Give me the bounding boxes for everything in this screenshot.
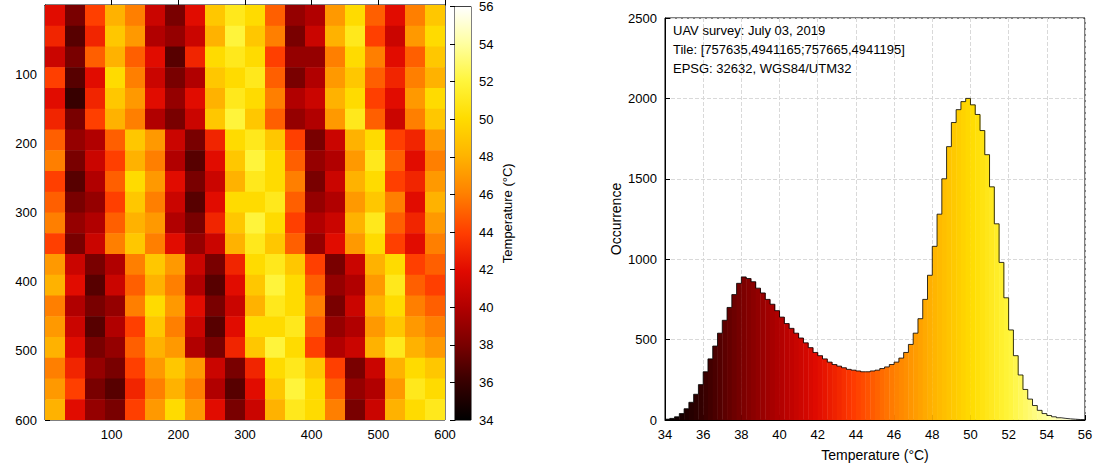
svg-text:500: 500 (15, 343, 37, 358)
svg-text:400: 400 (15, 274, 37, 289)
svg-text:44: 44 (849, 427, 863, 442)
svg-text:600: 600 (15, 413, 37, 428)
svg-text:600: 600 (434, 427, 456, 442)
svg-text:100: 100 (15, 67, 37, 82)
svg-text:300: 300 (234, 427, 256, 442)
svg-text:48: 48 (479, 149, 493, 164)
svg-text:46: 46 (887, 427, 901, 442)
svg-text:0: 0 (650, 413, 657, 428)
svg-text:40: 40 (479, 300, 493, 315)
svg-text:Occurrence: Occurrence (608, 183, 624, 256)
svg-text:42: 42 (810, 427, 824, 442)
svg-text:38: 38 (734, 427, 748, 442)
svg-text:200: 200 (167, 427, 189, 442)
svg-text:Temperature (°C): Temperature (°C) (821, 447, 929, 463)
svg-text:48: 48 (925, 427, 939, 442)
svg-text:44: 44 (479, 225, 493, 240)
svg-text:EPSG: 32632, WGS84/UTM32: EPSG: 32632, WGS84/UTM32 (673, 61, 851, 76)
svg-text:34: 34 (658, 427, 672, 442)
svg-text:50: 50 (963, 427, 977, 442)
svg-text:56: 56 (479, 0, 493, 14)
svg-text:400: 400 (301, 427, 323, 442)
svg-text:1000: 1000 (628, 252, 657, 267)
svg-text:54: 54 (479, 37, 493, 52)
svg-text:1500: 1500 (628, 171, 657, 186)
svg-text:2000: 2000 (628, 91, 657, 106)
svg-text:100: 100 (101, 427, 123, 442)
svg-text:Tile: [757635,4941165;757665,4: Tile: [757635,4941165;757665,4941195] (673, 42, 905, 57)
svg-text:40: 40 (772, 427, 786, 442)
svg-text:300: 300 (15, 205, 37, 220)
svg-text:36: 36 (479, 375, 493, 390)
svg-text:Temperature (°C): Temperature (°C) (500, 163, 515, 263)
svg-text:2500: 2500 (628, 11, 657, 26)
svg-text:36: 36 (696, 427, 710, 442)
svg-text:500: 500 (367, 427, 389, 442)
svg-text:52: 52 (1001, 427, 1015, 442)
svg-text:38: 38 (479, 337, 493, 352)
svg-text:54: 54 (1040, 427, 1054, 442)
svg-text:200: 200 (15, 136, 37, 151)
svg-text:34: 34 (479, 413, 493, 428)
svg-text:500: 500 (635, 332, 657, 347)
svg-text:52: 52 (479, 74, 493, 89)
svg-text:56: 56 (1078, 427, 1092, 442)
svg-text:46: 46 (479, 187, 493, 202)
svg-text:42: 42 (479, 262, 493, 277)
svg-text:UAV survey: July 03, 2019: UAV survey: July 03, 2019 (673, 23, 825, 38)
svg-text:50: 50 (479, 112, 493, 127)
